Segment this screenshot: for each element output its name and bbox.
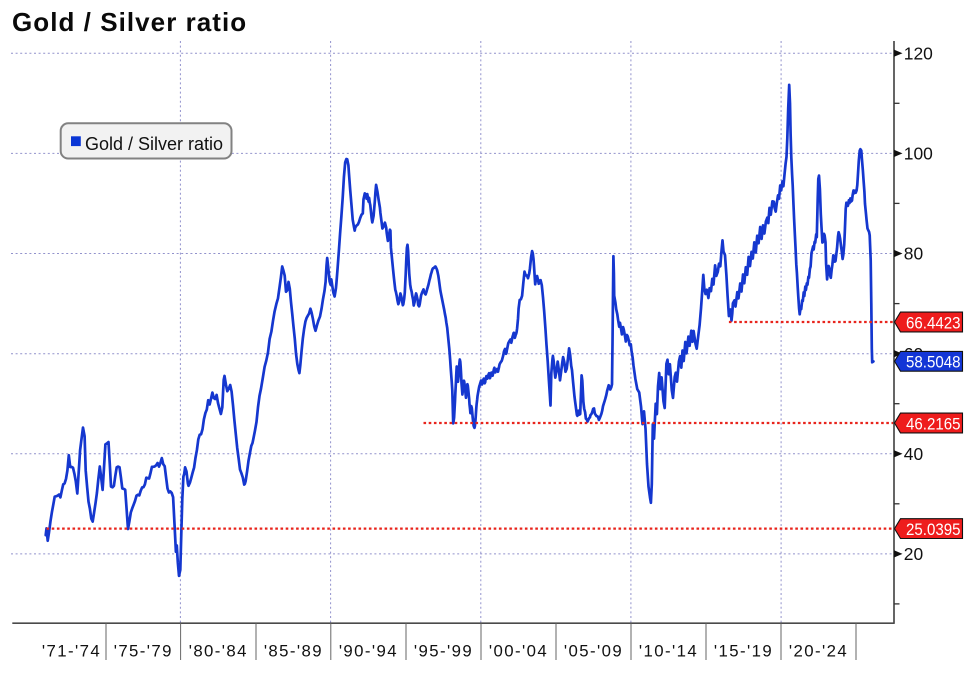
svg-text:66.4423: 66.4423 — [906, 314, 961, 332]
svg-text:58.5048: 58.5048 — [906, 354, 961, 372]
svg-text:'05-'09: '05-'09 — [564, 642, 623, 661]
svg-text:'10-'14: '10-'14 — [639, 642, 698, 661]
svg-text:'80-'84: '80-'84 — [189, 642, 248, 661]
svg-text:'95-'99: '95-'99 — [414, 642, 473, 661]
svg-text:'20-'24: '20-'24 — [789, 642, 848, 661]
svg-text:100: 100 — [904, 144, 933, 164]
svg-text:46.2165: 46.2165 — [906, 415, 961, 433]
svg-text:'85-'89: '85-'89 — [264, 642, 323, 661]
svg-text:'71-'74: '71-'74 — [42, 642, 101, 661]
svg-text:'90-'94: '90-'94 — [339, 642, 398, 661]
svg-text:Gold / Silver ratio: Gold / Silver ratio — [85, 134, 223, 154]
svg-text:Gold / Silver ratio: Gold / Silver ratio — [12, 7, 247, 37]
svg-text:'75-'79: '75-'79 — [114, 642, 173, 661]
svg-text:'15-'19: '15-'19 — [714, 642, 773, 661]
svg-text:120: 120 — [904, 43, 933, 63]
svg-text:40: 40 — [904, 444, 923, 464]
svg-text:80: 80 — [904, 244, 923, 264]
svg-text:25.0395: 25.0395 — [906, 521, 961, 539]
svg-text:20: 20 — [904, 544, 923, 564]
svg-text:'00-'04: '00-'04 — [489, 642, 548, 661]
